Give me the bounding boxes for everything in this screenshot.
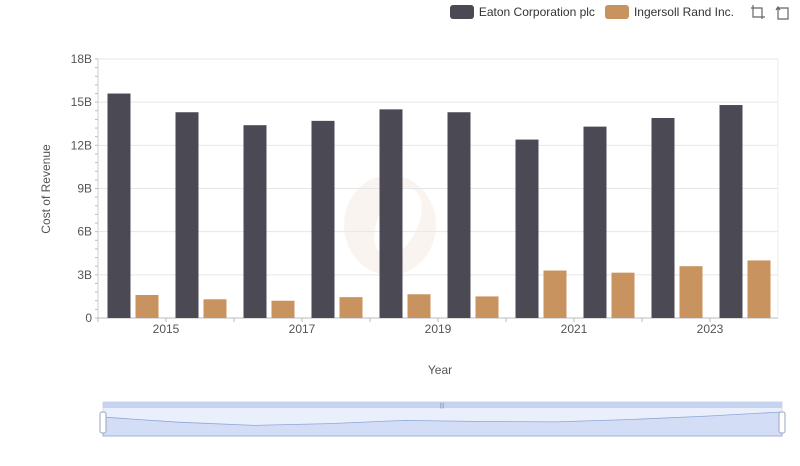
bar-eaton-2018[interactable] bbox=[379, 109, 403, 318]
legend-swatch-eaton bbox=[449, 5, 474, 19]
y-tick-label: 15B bbox=[71, 95, 92, 109]
zoom-icon[interactable] bbox=[750, 4, 766, 20]
data-zoom-slider[interactable]: ||| bbox=[99, 401, 786, 437]
bar-ingersoll-2023[interactable] bbox=[747, 260, 771, 318]
y-tick-label: 6B bbox=[77, 225, 92, 239]
bar-eaton-2022[interactable] bbox=[651, 117, 675, 318]
slider-handle-left[interactable] bbox=[99, 411, 107, 434]
y-tick-label: 12B bbox=[71, 138, 92, 152]
legend-swatch-ingersoll bbox=[604, 5, 629, 19]
y-axis-title: Cost of Revenue bbox=[39, 144, 53, 234]
x-tick-label: 2015 bbox=[153, 322, 180, 336]
bar-ingersoll-2017[interactable] bbox=[339, 297, 363, 318]
legend-label-ingersoll: Ingersoll Rand Inc. bbox=[633, 5, 734, 19]
bar-eaton-2015[interactable] bbox=[175, 112, 199, 318]
bar-eaton-2019[interactable] bbox=[447, 112, 471, 318]
bar-ingersoll-2021[interactable] bbox=[611, 272, 635, 318]
bar-eaton-2023[interactable] bbox=[719, 105, 743, 319]
slider-handle-right[interactable] bbox=[778, 411, 786, 434]
y-tick-label: 0 bbox=[85, 311, 92, 325]
bar-ingersoll-2018[interactable] bbox=[407, 294, 431, 318]
bar-ingersoll-2014[interactable] bbox=[135, 294, 159, 318]
legend-label-eaton: Eaton Corporation plc bbox=[478, 5, 595, 19]
x-tick-label: 2017 bbox=[289, 322, 316, 336]
restore-icon[interactable] bbox=[774, 4, 790, 20]
y-tick-label: 9B bbox=[77, 182, 92, 196]
bar-eaton-2017[interactable] bbox=[311, 120, 335, 318]
legend-item-ingersoll[interactable]: Ingersoll Rand Inc. bbox=[604, 5, 734, 19]
bar-ingersoll-2020[interactable] bbox=[543, 270, 567, 318]
x-tick-label: 2023 bbox=[697, 322, 724, 336]
bar-eaton-2016[interactable] bbox=[243, 125, 267, 318]
bar-ingersoll-2019[interactable] bbox=[475, 296, 499, 318]
bar-ingersoll-2016[interactable] bbox=[271, 300, 295, 318]
legend: Eaton Corporation plc Ingersoll Rand Inc… bbox=[449, 4, 790, 20]
slider-grip-icon: ||| bbox=[440, 403, 445, 409]
x-axis-title: Year bbox=[428, 363, 452, 377]
bar-eaton-2014[interactable] bbox=[107, 93, 131, 319]
slider-top-bar[interactable] bbox=[103, 402, 782, 408]
toolbox bbox=[750, 4, 790, 20]
bar-ingersoll-2015[interactable] bbox=[203, 299, 227, 318]
legend-item-eaton[interactable]: Eaton Corporation plc bbox=[449, 5, 595, 19]
y-tick-label: 3B bbox=[77, 268, 92, 282]
bar-ingersoll-2022[interactable] bbox=[679, 266, 703, 318]
y-tick-label: 18B bbox=[71, 52, 92, 66]
bar-eaton-2020[interactable] bbox=[515, 139, 539, 318]
x-tick-label: 2021 bbox=[561, 322, 588, 336]
x-tick-label: 2019 bbox=[425, 322, 452, 336]
bar-eaton-2021[interactable] bbox=[583, 126, 607, 318]
